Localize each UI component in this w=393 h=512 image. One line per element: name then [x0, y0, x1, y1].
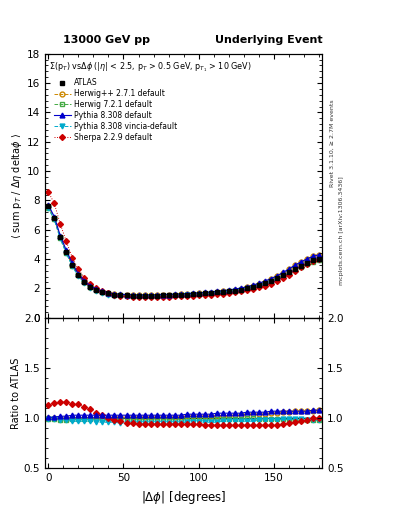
- Text: Rivet 3.1.10, ≥ 2.7M events: Rivet 3.1.10, ≥ 2.7M events: [329, 99, 334, 187]
- Text: Underlying Event: Underlying Event: [215, 35, 322, 45]
- Y-axis label: Ratio to ATLAS: Ratio to ATLAS: [11, 357, 21, 429]
- Y-axis label: $\langle$ sum p$_T$ / $\Delta\eta$ delta$\phi$ $\rangle$: $\langle$ sum p$_T$ / $\Delta\eta$ delta…: [10, 133, 24, 239]
- X-axis label: |$\Delta\phi$| [degrees]: |$\Delta\phi$| [degrees]: [141, 489, 226, 506]
- Text: mcplots.cern.ch [arXiv:1306.3436]: mcplots.cern.ch [arXiv:1306.3436]: [339, 176, 344, 285]
- Legend: ATLAS, Herwig++ 2.7.1 default, Herwig 7.2.1 default, Pythia 8.308 default, Pythi: ATLAS, Herwig++ 2.7.1 default, Herwig 7.…: [52, 76, 180, 144]
- Text: $\Sigma$(p$_T$) vs$\Delta\phi$ (|$\eta$| < 2.5, p$_T$ > 0.5 GeV, p$_{T_1}$ > 10 : $\Sigma$(p$_T$) vs$\Delta\phi$ (|$\eta$|…: [49, 60, 252, 74]
- Text: 13000 GeV pp: 13000 GeV pp: [63, 35, 150, 45]
